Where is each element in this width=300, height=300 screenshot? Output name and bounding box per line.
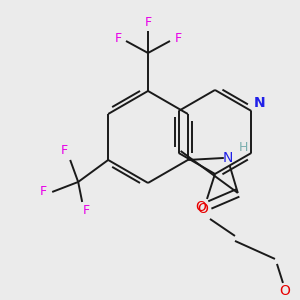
Text: F: F [40,185,47,199]
Text: F: F [114,32,122,46]
Text: F: F [61,145,68,158]
Text: N: N [223,151,233,165]
Text: O: O [280,284,290,298]
Text: O: O [198,202,208,216]
Text: F: F [144,16,152,29]
Text: O: O [195,200,206,214]
Text: F: F [174,32,182,46]
Text: N: N [254,96,265,110]
Text: F: F [82,205,90,218]
Text: H: H [239,142,248,154]
